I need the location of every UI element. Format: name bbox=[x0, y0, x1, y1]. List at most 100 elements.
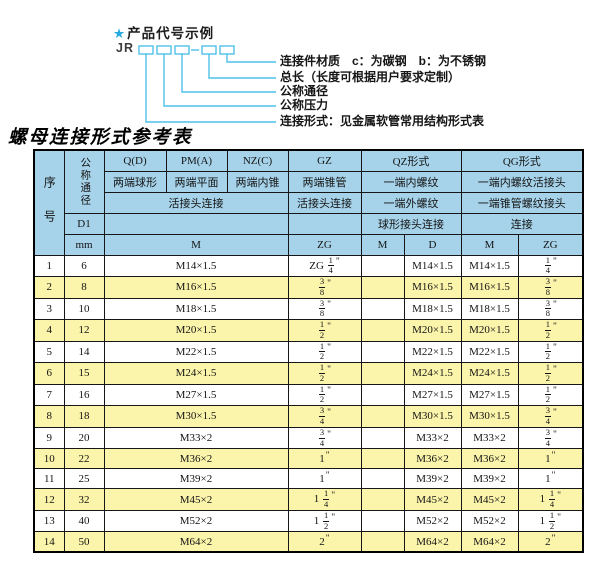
inch-mark: " bbox=[331, 491, 336, 502]
cell-qz-d: M33×2 bbox=[403, 426, 462, 450]
cell-qz-m bbox=[360, 297, 405, 321]
cell-m: M16×1.5 bbox=[103, 276, 289, 299]
cell-seq: 3 bbox=[33, 297, 65, 321]
inch-mark: " bbox=[327, 386, 332, 397]
code-box-1 bbox=[138, 45, 154, 55]
cell-m: M45×2 bbox=[103, 488, 289, 511]
cell-seq: 4 bbox=[33, 319, 65, 342]
cell-dn: 6 bbox=[63, 254, 105, 278]
inch-mark: " bbox=[552, 364, 557, 375]
cell-qg-zg: 1" bbox=[517, 468, 584, 490]
header-d1: D1 bbox=[63, 212, 105, 235]
cell-seq: 12 bbox=[33, 488, 65, 511]
cell-seq: 5 bbox=[33, 340, 65, 364]
inch-mark: " bbox=[335, 257, 340, 268]
cell-qg-m: M18×1.5 bbox=[460, 297, 519, 321]
callout-line-connection bbox=[145, 54, 276, 123]
cell-qz-d: M27×1.5 bbox=[403, 383, 462, 407]
inch-mark: " bbox=[552, 300, 557, 311]
cell-seq: 13 bbox=[33, 509, 65, 533]
callout-label-length: 总长（长度可根据用户要求定制） bbox=[280, 70, 461, 84]
cell-qz-m bbox=[360, 254, 405, 278]
cell-seq: 14 bbox=[33, 531, 65, 553]
cell-qg-zg: 1" bbox=[517, 448, 584, 470]
inch-mark: " bbox=[327, 300, 332, 311]
cell-m: M36×2 bbox=[103, 448, 289, 470]
cell-qz-d: M22×1.5 bbox=[403, 340, 462, 364]
inch-mark: " bbox=[327, 429, 332, 440]
header-unit-qpn-m: M bbox=[103, 233, 289, 256]
inch-mark: " bbox=[325, 450, 330, 461]
header-seq: 序号 bbox=[33, 149, 65, 256]
cell-gz-zg: 3 4 " bbox=[287, 426, 362, 450]
inch-mark: " bbox=[552, 257, 557, 268]
inch-mark: " bbox=[551, 450, 556, 461]
inch-mark: " bbox=[327, 364, 332, 375]
code-box-3 bbox=[174, 45, 190, 55]
table-body: 1 6 M14×1.5 ZG 1 4 " M14×1.5 M14×1.5 1 4 " 2… bbox=[33, 254, 584, 553]
cell-gz-zg: 1" bbox=[287, 468, 362, 490]
cell-gz-zg: ZG 1 4 " bbox=[287, 254, 362, 278]
cell-m: M39×2 bbox=[103, 468, 289, 490]
cell-qg-m: M36×2 bbox=[460, 448, 519, 470]
inch-mark: " bbox=[331, 512, 336, 523]
header-gz-conn: 活接头连接 bbox=[287, 191, 362, 214]
cell-dn: 16 bbox=[63, 383, 105, 407]
nut-connection-table: 序号 公称通径 Q(D) PM(A) NZ(C) GZ QZ形式 QG形式 两端… bbox=[33, 149, 585, 553]
cell-m: M30×1.5 bbox=[103, 405, 289, 428]
inch-mark: " bbox=[552, 408, 557, 419]
header-group-qg: QG形式 bbox=[460, 149, 584, 172]
cell-seq: 2 bbox=[33, 276, 65, 299]
cell-qg-m: M14×1.5 bbox=[460, 254, 519, 278]
cell-qg-m: M16×1.5 bbox=[460, 276, 519, 299]
cell-qz-m bbox=[360, 362, 405, 385]
cell-seq: 7 bbox=[33, 383, 65, 407]
cell-qg-zg: 1 1 4 " bbox=[517, 488, 584, 511]
cell-m: M14×1.5 bbox=[103, 254, 289, 278]
cell-qg-zg: 1 2 " bbox=[517, 319, 584, 342]
table-row: 1 6 M14×1.5 ZG 1 4 " M14×1.5 M14×1.5 1 4 " bbox=[33, 254, 584, 278]
cell-qg-zg: 3 4 " bbox=[517, 426, 584, 450]
callout-label-diameter: 公称通径 bbox=[280, 84, 329, 98]
cell-dn: 32 bbox=[63, 488, 105, 511]
cell-m: M20×1.5 bbox=[103, 319, 289, 342]
cell-qg-m: M52×2 bbox=[460, 509, 519, 533]
inch-mark: " bbox=[551, 533, 556, 544]
cell-seq: 8 bbox=[33, 405, 65, 428]
header-gz-ends: 两端锥管 bbox=[287, 170, 362, 193]
cell-gz-zg: 3 8 " bbox=[287, 276, 362, 299]
cell-dn: 40 bbox=[63, 509, 105, 533]
code-box-4 bbox=[201, 45, 217, 55]
callout-line-diameter bbox=[181, 54, 276, 93]
inch-mark: " bbox=[327, 278, 332, 289]
table-row: 14 50 M64×2 2" M64×2 M64×2 2" bbox=[33, 531, 584, 553]
cell-qz-m bbox=[360, 448, 405, 470]
cell-qz-d: M16×1.5 bbox=[403, 276, 462, 299]
cell-dn: 12 bbox=[63, 319, 105, 342]
diagram-heading: ★产品代号示例 bbox=[113, 22, 214, 42]
header-q-ends: 两端球形 bbox=[103, 170, 167, 193]
header-qz-row4: 球形接头连接 bbox=[360, 212, 462, 235]
cell-qz-d: M39×2 bbox=[403, 468, 462, 490]
cell-m: M52×2 bbox=[103, 509, 289, 533]
cell-m: M22×1.5 bbox=[103, 340, 289, 364]
header-unit-gz-zg: ZG bbox=[287, 233, 362, 256]
table-row: 10 22 M36×2 1" M36×2 M36×2 1" bbox=[33, 448, 584, 470]
table-row: 8 18 M30×1.5 3 4 " M30×1.5 M30×1.5 3 4 " bbox=[33, 405, 584, 428]
cell-m: M24×1.5 bbox=[103, 362, 289, 385]
cell-gz-zg: 1 2 " bbox=[287, 362, 362, 385]
header-dn: 公称通径 bbox=[63, 149, 105, 214]
header-qpn-blank bbox=[103, 212, 289, 235]
cell-qz-m bbox=[360, 340, 405, 364]
code-box-2 bbox=[156, 45, 172, 55]
cell-qg-zg: 3 8 " bbox=[517, 297, 584, 321]
